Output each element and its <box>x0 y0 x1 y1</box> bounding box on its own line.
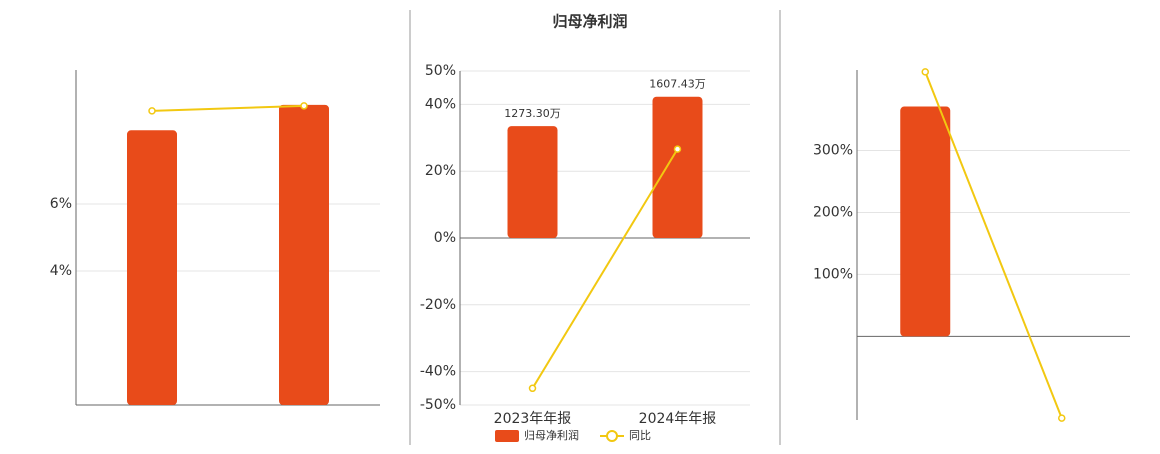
y-tick-label: 4% <box>50 263 72 279</box>
y-tick-label: 20% <box>425 163 456 179</box>
legend-swatch <box>606 430 618 442</box>
chart-title: 归母净利润 <box>552 13 627 31</box>
line-point <box>921 68 929 76</box>
y-tick-label: -20% <box>420 297 456 313</box>
bar <box>652 96 703 238</box>
bar <box>900 106 951 337</box>
y-tick-label: 200% <box>813 204 853 220</box>
y-tick-label: -40% <box>420 364 456 380</box>
data-label: 1273.30万 <box>504 107 561 120</box>
line <box>531 148 679 389</box>
bar <box>279 104 329 405</box>
y-tick-label: 40% <box>425 96 456 112</box>
y-tick-label: -50% <box>420 397 456 413</box>
line <box>151 104 305 112</box>
bar <box>127 130 177 406</box>
data-label: 1607.43万 <box>649 78 706 91</box>
legend-label: 归母净利润 <box>524 428 579 442</box>
line-point <box>673 145 682 153</box>
line <box>924 71 1063 419</box>
y-tick-label: 300% <box>813 143 853 159</box>
legend-swatch <box>495 430 519 442</box>
x-tick-label: 2024年年报 <box>639 411 717 427</box>
y-tick-label: 50% <box>425 63 456 79</box>
line-point <box>148 107 156 115</box>
bar <box>507 126 558 238</box>
y-tick-label: 0% <box>434 230 456 246</box>
legend-label: 同比 <box>629 429 651 442</box>
line-point <box>528 384 537 393</box>
y-tick-label: 100% <box>813 266 853 282</box>
line-point <box>300 102 308 110</box>
line-point <box>1058 414 1066 422</box>
y-tick-label: 6% <box>50 196 72 212</box>
x-tick-label: 2023年年报 <box>494 411 572 427</box>
